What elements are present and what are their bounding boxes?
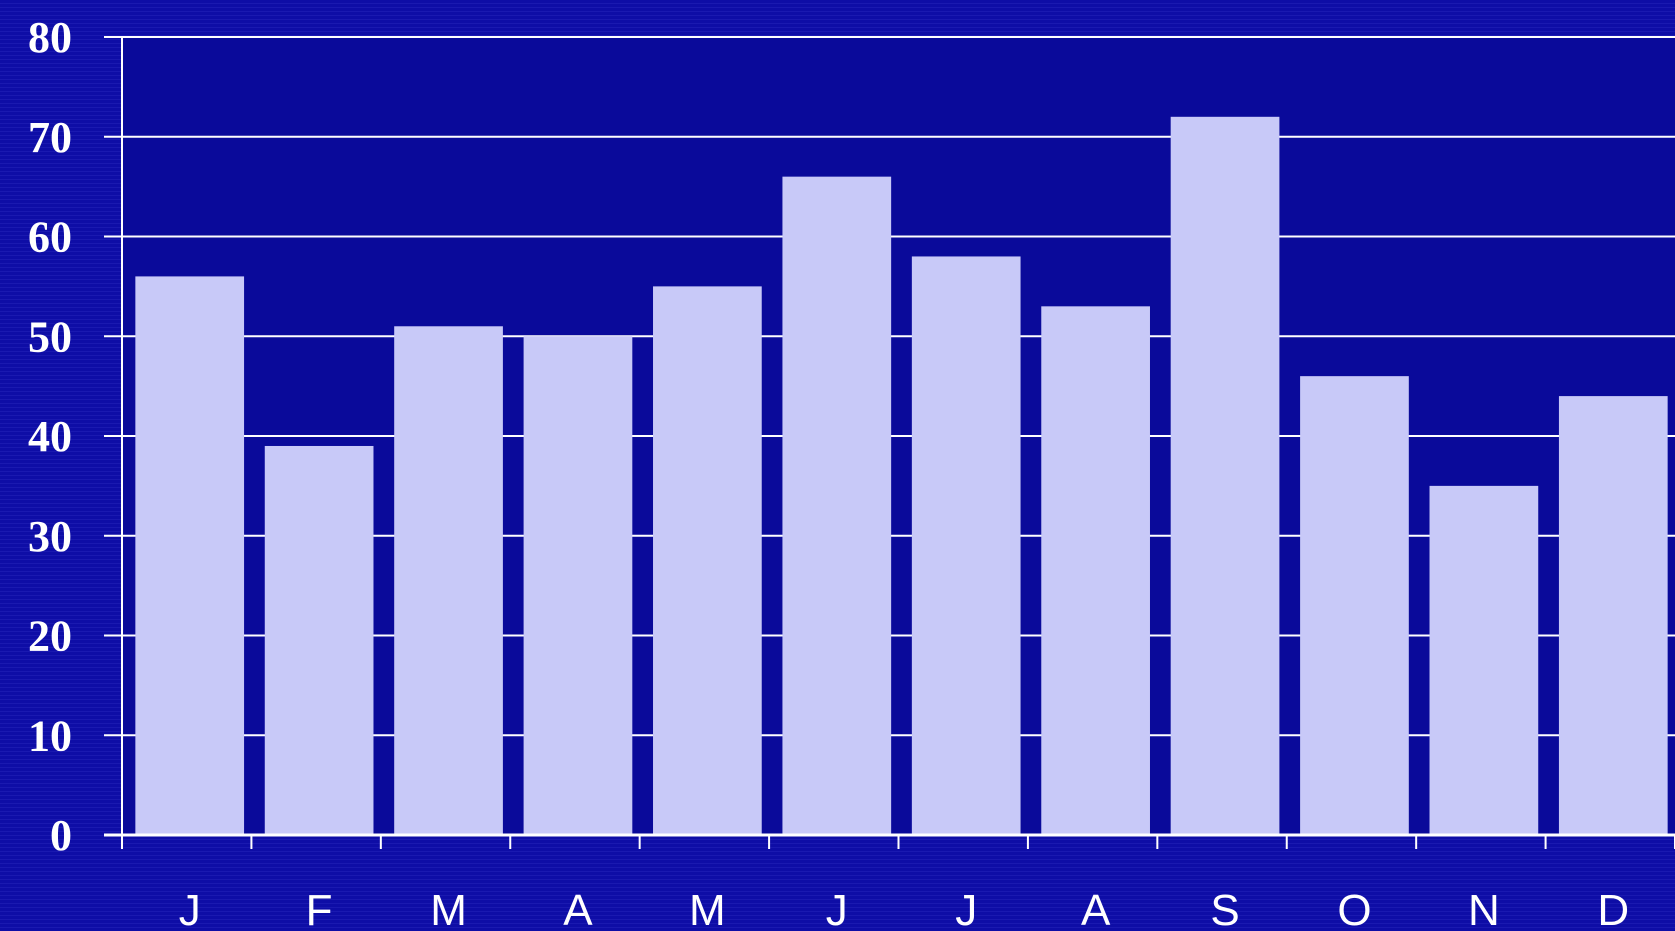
bars: [135, 116, 1668, 836]
x-tick-label: A: [563, 886, 593, 931]
bar-4: [653, 286, 762, 835]
y-tick-label: 80: [28, 13, 72, 62]
x-tick-label: J: [955, 886, 977, 931]
bar-10: [1429, 485, 1539, 835]
y-tick-label: 60: [28, 213, 72, 262]
bar-1: [264, 445, 374, 835]
x-tick-label: J: [826, 886, 848, 931]
bar-2: [394, 326, 503, 835]
bar-7: [1041, 306, 1150, 835]
x-tick-label: S: [1210, 886, 1239, 931]
bar-8: [1170, 116, 1280, 836]
x-tick-label: O: [1337, 886, 1371, 931]
bar-6: [911, 256, 1021, 835]
x-tick-label: M: [689, 886, 726, 931]
x-tick-label: N: [1468, 886, 1500, 931]
bar-11: [1558, 396, 1668, 835]
bar-5: [782, 176, 892, 835]
axes: [104, 37, 1675, 849]
y-tick-label: 10: [28, 711, 72, 760]
bar-9: [1300, 376, 1409, 835]
bar-3: [523, 336, 633, 835]
x-tick-label: D: [1597, 886, 1629, 931]
bar-0: [135, 276, 245, 835]
x-tick-label: A: [1081, 886, 1111, 931]
y-tick-label: 30: [28, 512, 72, 561]
y-tick-labels: 0 10 20 30 40 50 60 70 80: [28, 13, 72, 860]
y-tick-label: 50: [28, 312, 72, 361]
x-tick-label: M: [430, 886, 467, 931]
y-tick-label: 20: [28, 612, 72, 661]
y-tick-label: 70: [28, 113, 72, 162]
y-tick-label: 40: [28, 412, 72, 461]
x-tick-label: J: [179, 886, 201, 931]
y-tick-label: 0: [50, 811, 72, 860]
x-tick-label: F: [306, 886, 333, 931]
